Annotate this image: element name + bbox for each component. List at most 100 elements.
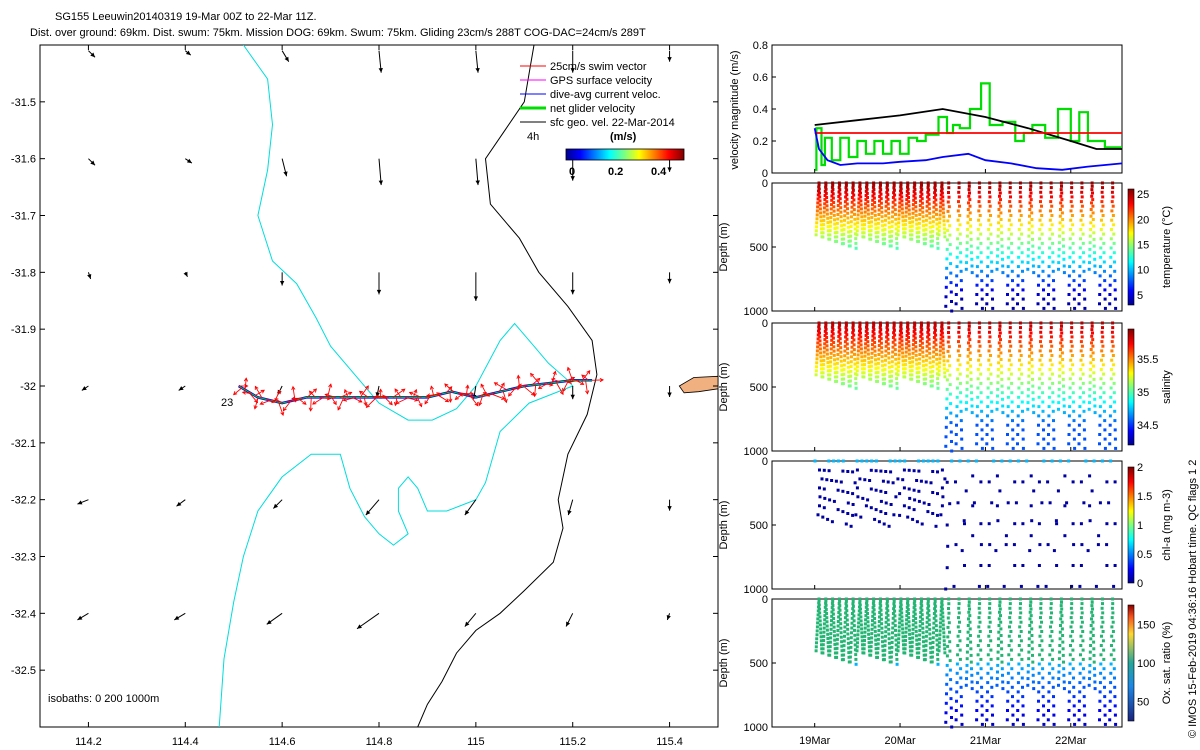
profile-point — [1092, 371, 1096, 375]
profile-point — [843, 616, 847, 620]
swim-vector — [424, 396, 430, 405]
velocity-ytick-label: 0.2 — [753, 136, 768, 148]
profile-point — [884, 358, 887, 362]
profile-point — [1108, 709, 1112, 712]
profile-point — [878, 602, 882, 605]
profile-point — [815, 353, 819, 357]
profile-point — [917, 370, 921, 374]
profile-point — [840, 233, 844, 237]
profile-point — [1072, 685, 1076, 689]
profile-point — [937, 369, 941, 373]
profile-point — [1011, 722, 1015, 726]
profile-point — [843, 344, 847, 348]
profile-point — [963, 522, 966, 526]
profile-point — [1082, 704, 1086, 708]
profile-point — [987, 634, 991, 638]
profile-point — [1018, 606, 1022, 610]
sfc-vector — [667, 499, 672, 511]
profile-point — [996, 368, 1000, 371]
profile-point — [1099, 228, 1103, 231]
profile-point — [928, 627, 932, 631]
profile-point — [1016, 302, 1019, 306]
profile-point — [906, 601, 909, 605]
sfc-vector — [81, 385, 89, 391]
profile-point — [899, 323, 903, 327]
profile-point — [957, 181, 961, 185]
profile-point — [1039, 335, 1043, 339]
profile-point — [862, 231, 866, 235]
profile-point — [1018, 358, 1021, 362]
swim-vector-head — [324, 393, 329, 398]
profile-point — [978, 639, 982, 643]
profile-point — [987, 349, 991, 353]
profile-point — [1105, 480, 1109, 484]
profile-point — [858, 323, 862, 327]
profile-point — [857, 197, 861, 201]
profile-point — [871, 614, 875, 618]
profile-point — [914, 625, 918, 629]
profile-point — [890, 641, 894, 644]
profile-point — [842, 648, 846, 652]
profile-point — [908, 369, 912, 373]
profile-point — [869, 649, 873, 653]
profile-point — [815, 629, 819, 633]
swim-vector-head — [294, 398, 299, 403]
profile-point — [999, 620, 1003, 624]
profile-point — [945, 247, 949, 251]
profile-point — [824, 599, 828, 603]
profile-point — [855, 459, 859, 463]
profile-point — [837, 597, 841, 601]
profile-point — [821, 227, 825, 231]
profile-point — [848, 379, 852, 383]
profile-point — [1051, 409, 1055, 413]
profile-point — [969, 647, 973, 651]
profile-point — [990, 676, 994, 680]
profile-point — [938, 217, 942, 221]
profile-point — [949, 402, 953, 406]
profile-point — [853, 352, 856, 356]
profile-point — [831, 321, 835, 325]
profile-point — [948, 392, 952, 396]
profile-point — [867, 365, 871, 369]
swim-vector — [254, 397, 259, 409]
profile-point — [1051, 391, 1055, 395]
profile-point — [856, 361, 860, 365]
profile-point — [858, 329, 861, 333]
profile-point — [942, 359, 946, 363]
profile-point — [1047, 433, 1050, 436]
profile-point — [921, 359, 925, 363]
profile-point — [947, 597, 951, 601]
profile-point — [999, 218, 1003, 221]
profile-point — [1000, 653, 1004, 657]
profile-point — [996, 381, 1000, 385]
profile-point — [871, 198, 875, 202]
profile-point — [893, 208, 897, 212]
profile-point — [920, 613, 924, 617]
profile-point — [915, 647, 919, 651]
profile-ytick-label: 1000 — [744, 446, 768, 458]
profile-point — [856, 225, 859, 229]
swim-vector — [585, 380, 588, 394]
profile-point — [977, 616, 981, 620]
profile-point — [913, 321, 917, 325]
profile-point — [1041, 260, 1045, 264]
profile-point — [1030, 634, 1034, 637]
profile-point — [1090, 188, 1094, 192]
profile-colorbar-tick: 1 — [1137, 520, 1143, 532]
profile-point — [817, 599, 821, 603]
profile-point — [862, 235, 866, 239]
profile-point — [976, 395, 980, 399]
profile-point — [816, 345, 820, 349]
profile-point — [842, 228, 846, 232]
profile-point — [1038, 228, 1042, 231]
profile-point — [996, 234, 1000, 238]
profile-point — [897, 637, 901, 641]
profile-point — [943, 375, 947, 379]
profile-point — [846, 365, 850, 369]
profile-point — [995, 677, 999, 681]
profile-point — [970, 680, 974, 684]
swim-vector — [581, 370, 591, 381]
profile-point — [1060, 324, 1063, 328]
profile-point — [1088, 677, 1091, 681]
profile-point — [825, 212, 829, 216]
